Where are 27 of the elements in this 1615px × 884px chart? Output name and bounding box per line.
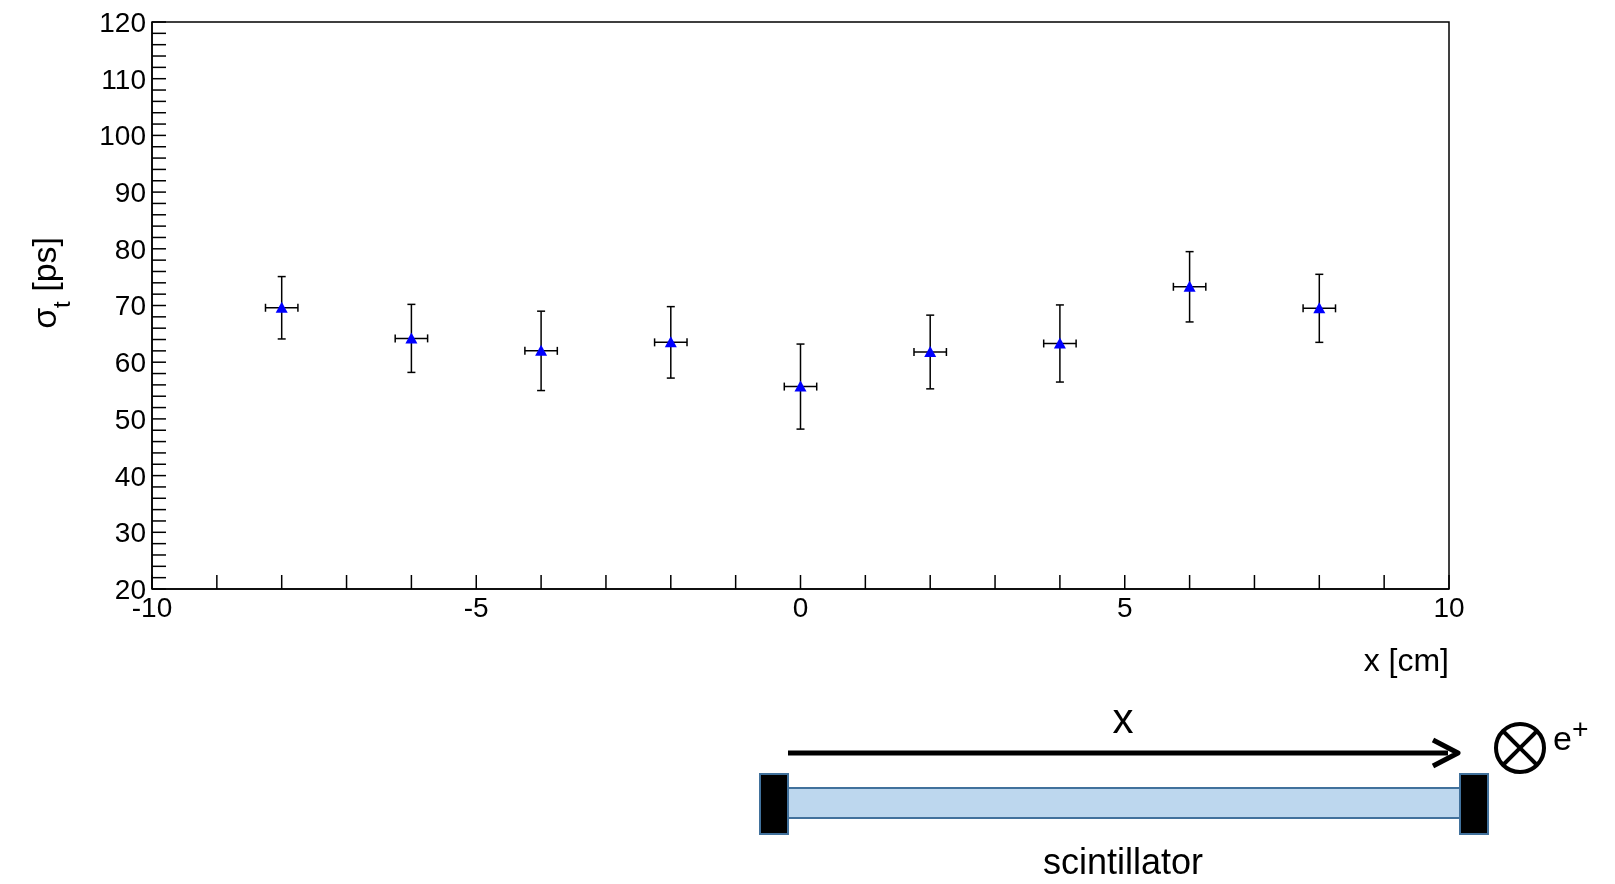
- point: [664, 336, 677, 348]
- y-tick-label: 70: [114, 290, 146, 322]
- x-tick-label: 5: [1116, 591, 1133, 623]
- point: [275, 301, 288, 313]
- point: [924, 345, 937, 357]
- x-tick-label: 0: [792, 591, 809, 623]
- point: [535, 344, 548, 356]
- y-tick-label: 60: [114, 347, 146, 379]
- y-tick-label: 80: [114, 233, 146, 265]
- y-tick-label: 90: [114, 177, 146, 209]
- x-axis-title: x [cm]: [1363, 642, 1449, 678]
- text: scintillator: [1042, 841, 1204, 882]
- point: [794, 380, 807, 392]
- text: e$^{+}$: [1553, 711, 1589, 759]
- point: [1053, 337, 1066, 349]
- x-tick-label: -5: [463, 591, 489, 623]
- y-tick-label: 120: [99, 6, 146, 38]
- y-tick-label: 40: [114, 460, 146, 492]
- y-tick-label: 100: [99, 120, 146, 152]
- y-tick-label: 50: [114, 403, 146, 435]
- x-tick-label: 10: [1433, 591, 1465, 623]
- point: [1313, 302, 1326, 314]
- y-tick-label: 110: [101, 63, 146, 95]
- point: [405, 332, 418, 344]
- text: x: [1112, 695, 1134, 742]
- y-tick-label: 30: [114, 517, 146, 549]
- point: [1183, 280, 1196, 292]
